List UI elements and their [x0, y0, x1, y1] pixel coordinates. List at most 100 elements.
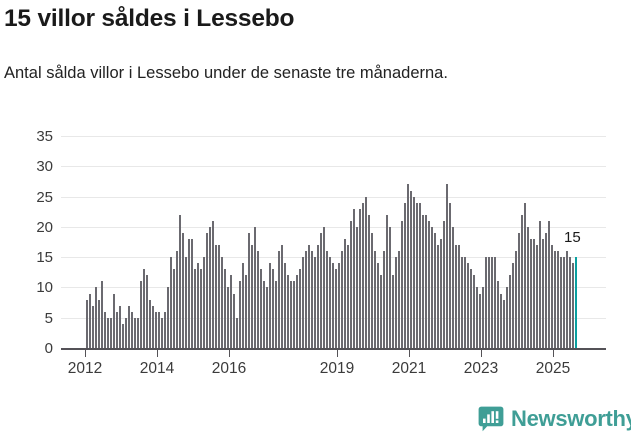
bar — [296, 275, 299, 348]
bar — [305, 251, 308, 348]
bar — [290, 281, 293, 348]
bar — [521, 214, 524, 348]
bar — [233, 293, 236, 348]
bar — [263, 281, 266, 348]
bar — [332, 263, 335, 348]
bar — [182, 232, 185, 348]
x-axis-tick-label: 2016 — [211, 360, 247, 377]
bar — [416, 202, 419, 348]
bar — [89, 293, 92, 348]
x-axis-tick-label: 2025 — [535, 360, 571, 377]
bar — [551, 245, 554, 348]
bar — [479, 293, 482, 348]
bar-highlighted — [575, 257, 578, 348]
bar — [488, 257, 491, 348]
bar — [188, 238, 191, 348]
bar — [209, 226, 212, 348]
bar — [107, 317, 110, 348]
y-axis-tick-label: 20 — [36, 218, 53, 236]
x-axis-tick-mark — [481, 350, 482, 357]
y-axis-tick-label: 25 — [36, 188, 53, 206]
bar — [461, 257, 464, 348]
bar — [179, 214, 182, 348]
bar — [149, 299, 152, 348]
bar — [95, 287, 98, 348]
bar — [287, 275, 290, 348]
bar — [323, 226, 326, 348]
bar — [395, 257, 398, 348]
bar — [362, 202, 365, 348]
x-axis-tick-label: 2012 — [67, 360, 103, 377]
bar — [545, 232, 548, 348]
bar — [422, 214, 425, 348]
bar — [518, 232, 521, 348]
bar — [230, 275, 233, 348]
bar — [326, 251, 329, 348]
bar — [398, 251, 401, 348]
bar — [125, 317, 128, 348]
bar — [347, 245, 350, 348]
bar — [419, 202, 422, 348]
x-axis-baseline — [61, 348, 606, 350]
bar — [167, 287, 170, 348]
bar — [401, 220, 404, 348]
y-axis-tick-label: 5 — [44, 309, 53, 327]
bar — [311, 251, 314, 348]
bar — [431, 226, 434, 348]
bar — [269, 263, 272, 348]
bar — [563, 257, 566, 348]
x-axis-tick-label: 2021 — [391, 360, 427, 377]
bar — [221, 257, 224, 348]
bar — [245, 275, 248, 348]
bar — [440, 238, 443, 348]
bar — [98, 299, 101, 348]
bar — [554, 251, 557, 348]
bar — [377, 263, 380, 348]
bar — [191, 238, 194, 348]
bar — [383, 251, 386, 348]
bar — [260, 269, 263, 348]
newsworthy-logo: Newsworthy — [478, 404, 631, 434]
gridline — [61, 166, 606, 168]
bar — [548, 220, 551, 348]
bar — [467, 263, 470, 348]
bar — [572, 263, 575, 348]
bar — [293, 281, 296, 348]
bar — [278, 251, 281, 348]
bar — [164, 311, 167, 348]
bar — [524, 202, 527, 348]
bar — [491, 257, 494, 348]
x-axis-tick-mark — [157, 350, 158, 357]
bar — [317, 245, 320, 348]
bar — [464, 257, 467, 348]
bar — [353, 208, 356, 348]
newsworthy-wordmark: Newsworthy — [511, 406, 631, 431]
bar — [428, 220, 431, 348]
bar — [170, 257, 173, 348]
x-axis-tick-label: 2014 — [139, 360, 175, 377]
bar — [458, 245, 461, 348]
x-axis-tick-mark — [337, 350, 338, 357]
bar — [146, 275, 149, 348]
x-axis-tick-mark — [553, 350, 554, 357]
bar — [299, 269, 302, 348]
bar — [113, 293, 116, 348]
x-axis-tick-mark — [229, 350, 230, 357]
bar — [389, 226, 392, 348]
bar — [509, 275, 512, 348]
bar — [140, 281, 143, 348]
y-axis-tick-label: 30 — [36, 158, 53, 176]
bar — [407, 184, 410, 348]
bar — [131, 311, 134, 348]
bar — [176, 251, 179, 348]
bar — [569, 257, 572, 348]
bar — [341, 251, 344, 348]
gridline — [61, 257, 606, 259]
bar — [344, 238, 347, 348]
bar — [446, 184, 449, 348]
bar — [449, 202, 452, 348]
bar — [242, 263, 245, 348]
bar — [434, 232, 437, 348]
bar — [512, 263, 515, 348]
